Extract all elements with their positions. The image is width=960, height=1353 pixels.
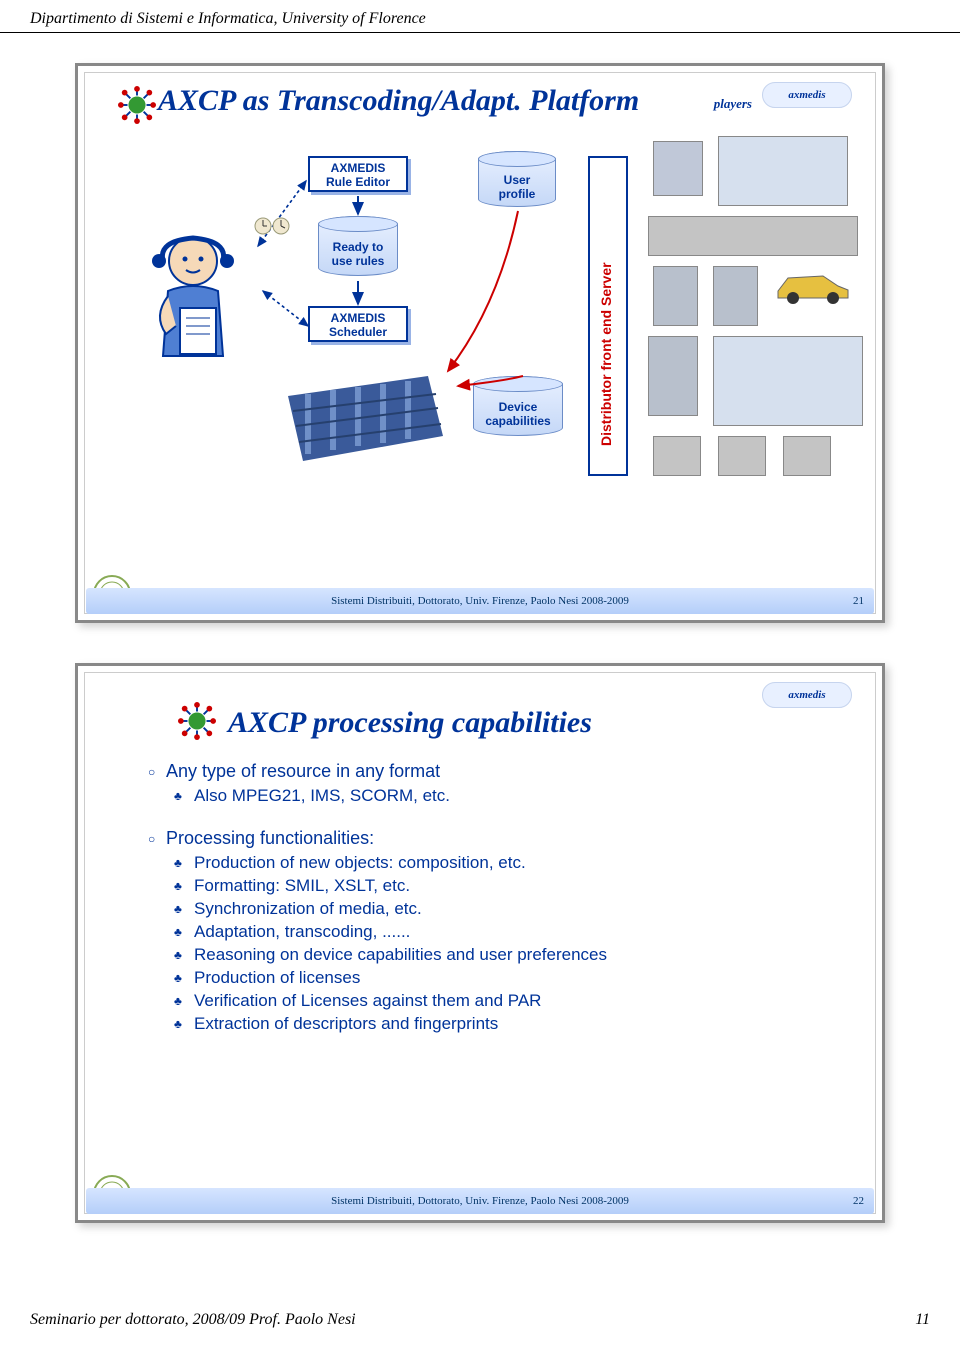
device-pda-icon bbox=[653, 141, 703, 196]
cylinder-user-profile: User profile bbox=[478, 151, 556, 207]
sec2-head: Processing functionalities: bbox=[148, 828, 832, 849]
sec1-head: Any type of resource in any format bbox=[148, 761, 832, 782]
device-laptops-icon bbox=[718, 136, 848, 206]
device-car-icon bbox=[773, 266, 853, 306]
device-phone3-icon bbox=[648, 336, 698, 416]
slide-1-footer: Sistemi Distribuiti, Dottorato, Univ. Fi… bbox=[86, 588, 874, 614]
slide-2-footer-text: Sistemi Distribuiti, Dottorato, Univ. Fi… bbox=[331, 1195, 629, 1207]
device-small1-icon bbox=[653, 436, 701, 476]
list-item: Synchronization of media, etc. bbox=[148, 899, 832, 919]
list-item: Adaptation, transcoding, ...... bbox=[148, 922, 832, 942]
slide-1-title: AXCP as Transcoding/Adapt. Platform bbox=[158, 84, 639, 118]
cylinder-device-cap: Device capabilities bbox=[473, 376, 563, 436]
virus-icon bbox=[178, 702, 216, 740]
axmedis-logo: axmedis bbox=[762, 682, 852, 708]
slide-2-footer: Sistemi Distribuiti, Dottorato, Univ. Fi… bbox=[86, 1188, 874, 1214]
page-footer-left: Seminario per dottorato, 2008/09 Prof. P… bbox=[30, 1311, 356, 1329]
slide-1-footer-num: 21 bbox=[853, 595, 864, 607]
virus-icon bbox=[118, 86, 156, 124]
slide-2-body: Any type of resource in any format Also … bbox=[148, 761, 832, 1056]
box-scheduler: AXMEDIS Scheduler bbox=[308, 306, 408, 342]
slides-container: AXCP as Transcoding/Adapt. Platform play… bbox=[0, 33, 960, 1293]
box-rule-editor: AXMEDIS Rule Editor bbox=[308, 156, 408, 192]
page-footer-right: 11 bbox=[915, 1311, 930, 1329]
list-item: Verification of Licenses against them an… bbox=[148, 991, 832, 1011]
server-rack-image bbox=[278, 366, 448, 466]
device-phone2-icon bbox=[713, 266, 758, 326]
device-desktop-icon bbox=[713, 336, 863, 426]
list-item: Formatting: SMIL, XSLT, etc. bbox=[148, 876, 832, 896]
device-phone1-icon bbox=[653, 266, 698, 326]
person-illustration bbox=[138, 226, 248, 366]
list-item: Reasoning on device capabilities and use… bbox=[148, 945, 832, 965]
slide-2-title: AXCP processing capabilities bbox=[228, 706, 592, 740]
slide-2-footer-num: 22 bbox=[853, 1195, 864, 1207]
device-rack-icon bbox=[648, 216, 858, 256]
list-item: Production of licenses bbox=[148, 968, 832, 988]
cylinder-rules: Ready to use rules bbox=[318, 216, 398, 276]
device-small3-icon bbox=[783, 436, 831, 476]
server-label: Distributor front end Server bbox=[598, 186, 614, 446]
list-item: Extraction of descriptors and fingerprin… bbox=[148, 1014, 832, 1034]
slide-2: AXCP processing capabilities axmedis Any… bbox=[75, 663, 885, 1223]
list-item: Production of new objects: composition, … bbox=[148, 853, 832, 873]
slide-1-footer-text: Sistemi Distribuiti, Dottorato, Univ. Fi… bbox=[331, 595, 629, 607]
device-small2-icon bbox=[718, 436, 766, 476]
slide-1: AXCP as Transcoding/Adapt. Platform play… bbox=[75, 63, 885, 623]
page-footer: Seminario per dottorato, 2008/09 Prof. P… bbox=[30, 1311, 930, 1329]
axmedis-logo: axmedis bbox=[762, 82, 852, 108]
slide-1-title-suffix: players bbox=[714, 96, 752, 112]
clock-icons bbox=[253, 216, 293, 236]
page-header: Dipartimento di Sistemi e Informatica, U… bbox=[0, 0, 960, 33]
list-item: Also MPEG21, IMS, SCORM, etc. bbox=[148, 786, 832, 806]
